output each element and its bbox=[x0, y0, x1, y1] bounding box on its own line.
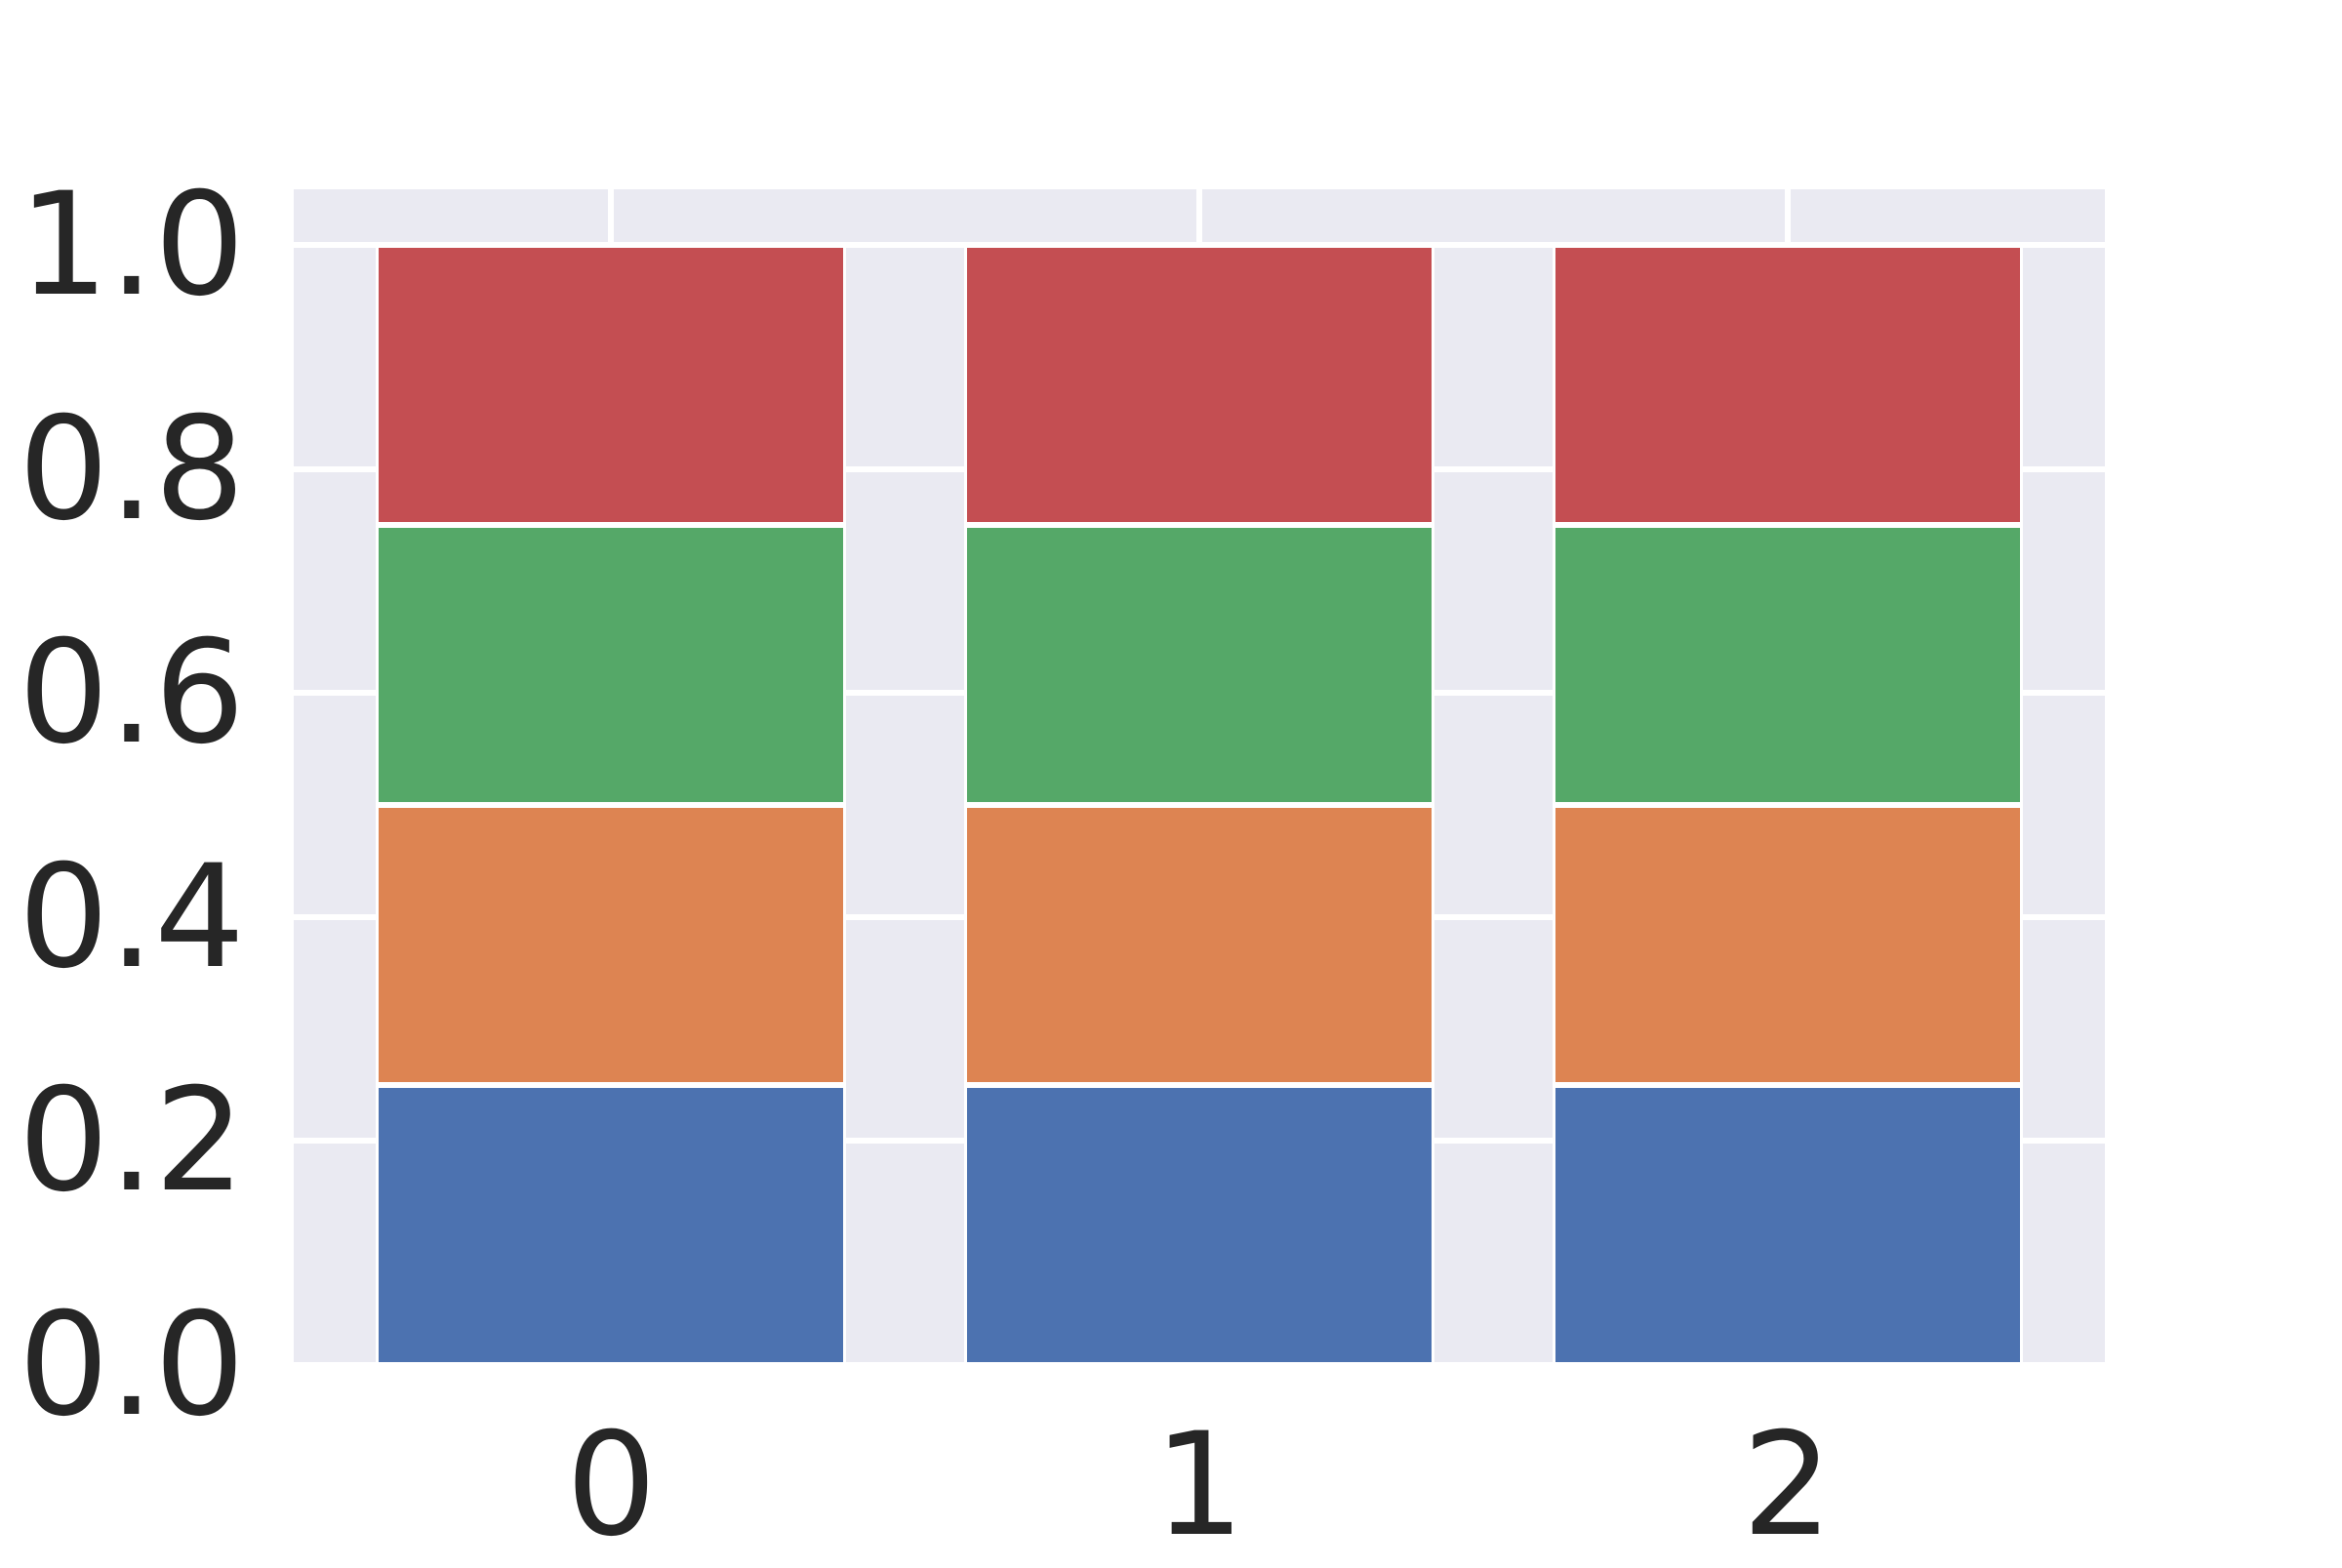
y-axis-tick-label-1.0: 1.0 bbox=[18, 162, 245, 329]
bar-1-segment-upper-middle bbox=[963, 525, 1435, 806]
y-axis-tick-label-0.6: 0.6 bbox=[18, 610, 245, 777]
bar-0-segment-lower-middle bbox=[376, 805, 847, 1086]
x-axis-tick-label-0: 0 bbox=[565, 1402, 657, 1568]
bar-0 bbox=[376, 189, 847, 1365]
bar-2-segment-lower-middle bbox=[1552, 805, 2023, 1086]
y-axis-tick-label-0.2: 0.2 bbox=[18, 1058, 245, 1225]
x-axis-tick-label-2: 2 bbox=[1742, 1402, 1834, 1568]
bar-2 bbox=[1552, 189, 2023, 1365]
bar-0-segment-bottom bbox=[376, 1085, 847, 1365]
bar-1-segment-top bbox=[963, 245, 1435, 526]
bar-2-segment-top bbox=[1552, 245, 2023, 526]
y-axis-tick-label-0.0: 0.0 bbox=[18, 1282, 245, 1448]
y-axis-tick-label-0.8: 0.8 bbox=[18, 385, 245, 552]
bar-0-segment-top bbox=[376, 245, 847, 526]
bar-1-segment-lower-middle bbox=[963, 805, 1435, 1086]
y-axis-tick-label-0.4: 0.4 bbox=[18, 833, 245, 1000]
bar-2-segment-upper-middle bbox=[1552, 525, 2023, 806]
bar-0-segment-upper-middle bbox=[376, 525, 847, 806]
plot-area bbox=[294, 189, 2105, 1365]
bar-1-segment-bottom bbox=[963, 1085, 1435, 1365]
bar-2-segment-bottom bbox=[1552, 1085, 2023, 1365]
bar-1 bbox=[963, 189, 1435, 1365]
x-axis-tick-label-1: 1 bbox=[1153, 1402, 1245, 1568]
